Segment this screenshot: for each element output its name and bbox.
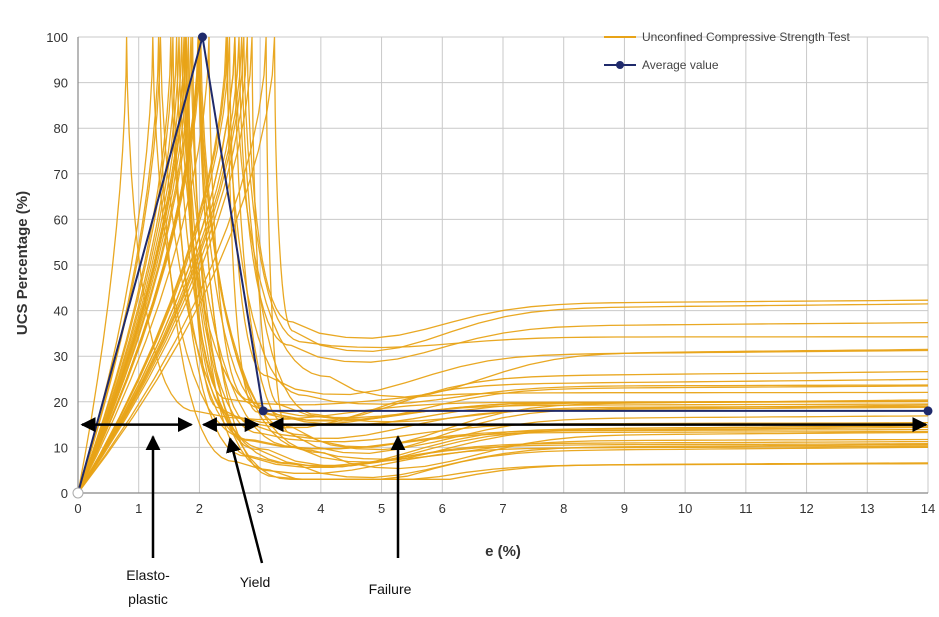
y-tick-label: 0 [61,486,68,501]
x-tick-label: 12 [799,501,813,516]
y-axis-title: UCS Percentage (%) [14,191,31,335]
x-tick-label: 9 [621,501,628,516]
x-tick-label: 13 [860,501,874,516]
x-axis-title: e (%) [485,543,521,560]
x-tick-label: 11 [739,501,753,516]
test-curve [77,36,929,494]
x-tick-label: 6 [439,501,446,516]
legend-label: Unconfined Compressive Strength Test [642,30,851,44]
y-tick-label: 40 [54,304,68,319]
x-tick-label: 8 [560,501,567,516]
average-point [258,406,268,416]
x-tick-label: 1 [135,501,142,516]
y-tick-label: 20 [54,395,68,410]
average-series [72,32,933,499]
x-tick-label: 7 [499,501,506,516]
test-curve [77,36,929,494]
axes [77,37,928,494]
average-point [923,406,933,416]
y-tick-label: 100 [46,30,68,45]
phase-label: Elasto-plastic [126,567,170,607]
test-curve [77,36,929,494]
y-tick-label: 50 [54,258,68,273]
legend-marker [616,61,624,69]
x-tick-label: 10 [678,501,692,516]
test-curve [77,36,929,494]
y-tick-label: 90 [54,76,68,91]
tick-labels: 0 1 2 3 4 5 6 7 8 9 10 11 12 13 1401020304050607080901… [46,30,935,516]
test-curve [77,36,929,494]
average-point [197,32,207,42]
y-tick-label: 80 [54,121,68,136]
phase-annotations: Elasto-plastic Yield Failure [80,417,928,607]
test-curve [77,36,929,494]
test-curve [77,36,929,494]
origin-point [72,487,84,499]
y-tick-label: 10 [54,440,68,455]
legend-label: Average value [642,58,719,72]
phase-pointer [226,437,264,564]
y-tick-label: 70 [54,167,68,182]
x-tick-label: 4 [317,501,324,516]
phase-label: Yield [240,574,271,590]
average-line [77,36,928,494]
x-tick-label: 2 [196,501,203,516]
x-tick-label: 5 [378,501,385,516]
x-tick-label: 3 [257,501,264,516]
y-tick-label: 30 [54,349,68,364]
x-tick-label: 0 [74,501,81,516]
test-curve [77,36,929,494]
test-curve [77,36,929,494]
y-tick-label: 60 [54,212,68,227]
legend: Unconfined Compressive Strength Test Aver… [604,30,851,72]
x-tick-label: 14 [921,501,935,516]
test-curve [77,36,928,494]
phase-label: Failure [369,581,412,597]
test-curve [77,36,929,494]
